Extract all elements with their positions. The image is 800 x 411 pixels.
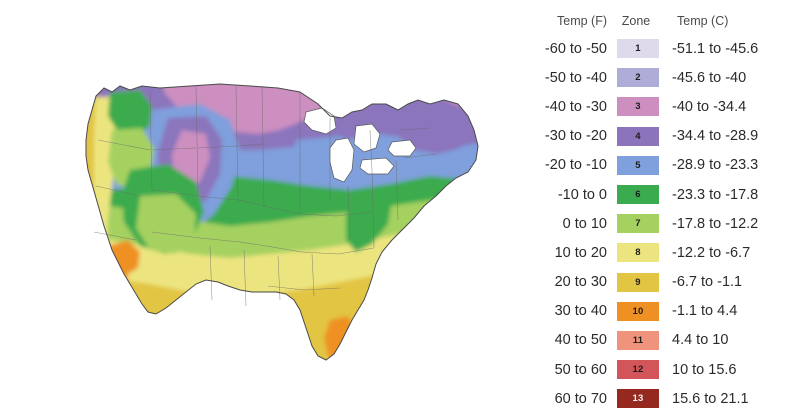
zone-swatch[interactable]: 13 (617, 389, 659, 409)
legend-zone-cell: 13 (615, 389, 661, 409)
zone-bands (86, 84, 478, 360)
legend-celsius-range: -40 to -34.4 (672, 98, 747, 115)
legend-fahrenheit-range: -60 to -50 (544, 40, 607, 57)
legend-celsius-range: -1.1 to 4.4 (672, 303, 738, 320)
legend-zone-cell: 9 (615, 272, 661, 292)
zone-swatch[interactable]: 12 (617, 360, 659, 380)
legend-fahrenheit-range: 10 to 20 (554, 244, 607, 261)
legend-celsius-range: -51.1 to -45.6 (672, 40, 759, 57)
legend-zone-cell: 8 (615, 243, 661, 263)
legend-zone-cell: 6 (615, 185, 661, 205)
legend-header-zone: Zone (621, 14, 651, 28)
zone-swatch[interactable]: 6 (617, 185, 659, 205)
zone-swatch[interactable]: 1 (617, 39, 659, 59)
legend-row[interactable]: -20 to -10 5 -28.9 to -23.3 (520, 151, 800, 180)
zone-band-6-appalachians (346, 188, 392, 252)
lake-ontario (387, 139, 417, 157)
zone-swatch[interactable]: 3 (617, 97, 659, 117)
legend-zone-cell: 2 (615, 68, 661, 88)
lake-erie (359, 157, 395, 175)
state-boundaries (93, 85, 437, 307)
zone-swatch[interactable]: 10 (617, 301, 659, 321)
legend-celsius-range: -34.4 to -28.9 (672, 128, 759, 145)
zone-band-7-great-basin (136, 194, 196, 254)
legend-row[interactable]: -60 to -50 1 -51.1 to -45.6 (520, 34, 800, 63)
legend-fahrenheit-range: 30 to 40 (554, 303, 607, 320)
legend-celsius-range: 4.4 to 10 (672, 332, 729, 349)
legend-header-fahrenheit: Temp (F) (557, 14, 607, 28)
legend-celsius-range: -12.2 to -6.7 (672, 244, 751, 261)
legend-celsius-range: -45.6 to -40 (672, 69, 747, 86)
legend-row[interactable]: -30 to -20 4 -34.4 to -28.9 (520, 122, 800, 151)
zone-swatch[interactable]: 2 (617, 68, 659, 88)
legend-fahrenheit-range: -10 to 0 (557, 186, 607, 203)
legend-row[interactable]: -10 to 0 6 -23.3 to -17.8 (520, 180, 800, 209)
zone-swatch[interactable]: 7 (617, 214, 659, 234)
legend-zone-cell: 10 (615, 301, 661, 321)
zone-band-10-south-texas (232, 306, 296, 356)
map-panel (85, 83, 479, 361)
zone-swatch[interactable]: 8 (617, 243, 659, 263)
zone-swatch[interactable]: 4 (617, 126, 659, 146)
legend-fahrenheit-range: -20 to -10 (544, 157, 607, 174)
legend-fahrenheit-range: 20 to 30 (554, 274, 607, 291)
legend-fahrenheit-range: -50 to -40 (544, 69, 607, 86)
zone-swatch[interactable]: 5 (617, 155, 659, 175)
legend-fahrenheit-range: -40 to -30 (544, 98, 607, 115)
lake-huron (353, 123, 381, 153)
legend-zone-cell: 11 (615, 330, 661, 350)
usa-outline (85, 83, 479, 361)
legend-row[interactable]: 40 to 50 11 4.4 to 10 (520, 326, 800, 355)
zone-band-4-northeast (392, 98, 474, 154)
legend-celsius-range: -17.8 to -12.2 (672, 215, 759, 232)
zone-swatch[interactable]: 11 (617, 330, 659, 350)
legend-rows: -60 to -50 1 -51.1 to -45.6 -50 to -40 2 -45.… (520, 34, 800, 411)
legend-fahrenheit-range: 60 to 70 (554, 390, 607, 407)
legend-fahrenheit-range: 50 to 60 (554, 361, 607, 378)
legend-fahrenheit-range: 40 to 50 (554, 332, 607, 349)
legend-celsius-range: -23.3 to -17.8 (672, 186, 759, 203)
legend-celsius-range: 15.6 to 21.1 (672, 390, 749, 407)
legend-celsius-range: 10 to 15.6 (672, 361, 737, 378)
legend-row[interactable]: 60 to 70 13 15.6 to 21.1 (520, 384, 800, 411)
zone-swatch[interactable]: 9 (617, 272, 659, 292)
legend-row[interactable]: 10 to 20 8 -12.2 to -6.7 (520, 238, 800, 267)
legend-fahrenheit-range: 0 to 10 (562, 215, 607, 232)
legend-header-celsius: Temp (C) (677, 14, 729, 28)
zone-legend: Temp (F) Zone Temp (C) -60 to -50 1 -51.1 … (520, 0, 800, 411)
legend-row[interactable]: 20 to 30 9 -6.7 to -1.1 (520, 268, 800, 297)
legend-zone-cell: 12 (615, 360, 661, 380)
legend-zone-cell: 4 (615, 126, 661, 146)
legend-fahrenheit-range: -30 to -20 (544, 128, 607, 145)
legend-celsius-range: -28.9 to -23.3 (672, 157, 759, 174)
legend-row[interactable]: -40 to -30 3 -40 to -34.4 (520, 92, 800, 121)
legend-zone-cell: 3 (615, 97, 661, 117)
legend-header-row: Temp (F) Zone Temp (C) (520, 8, 800, 34)
legend-row[interactable]: -50 to -40 2 -45.6 to -40 (520, 63, 800, 92)
legend-zone-cell: 5 (615, 155, 661, 175)
legend-zone-cell: 1 (615, 39, 661, 59)
legend-row[interactable]: 30 to 40 10 -1.1 to 4.4 (520, 297, 800, 326)
legend-zone-cell: 7 (615, 214, 661, 234)
legend-row[interactable]: 0 to 10 7 -17.8 to -12.2 (520, 209, 800, 238)
legend-row[interactable]: 50 to 60 12 10 to 15.6 (520, 355, 800, 384)
legend-celsius-range: -6.7 to -1.1 (672, 274, 743, 291)
zone-band-6-pacific-northwest (108, 90, 152, 136)
usa-hardiness-map (85, 83, 479, 361)
